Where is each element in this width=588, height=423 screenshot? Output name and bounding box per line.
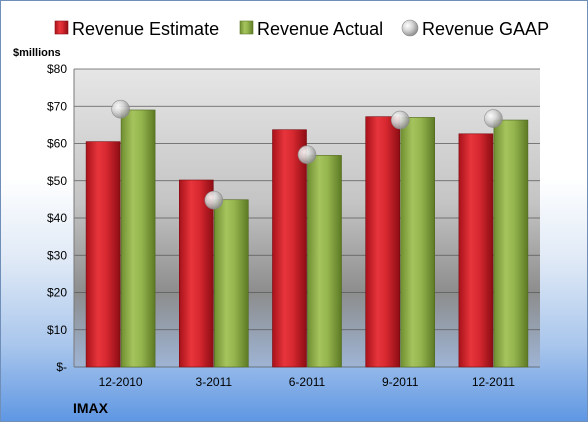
marker-gaap-12-2010 — [111, 99, 130, 119]
legend-item-gaap: Revenue GAAP — [401, 19, 549, 39]
bar-actual-3-2011 — [214, 199, 249, 368]
bar-actual-12-2010 — [120, 109, 156, 368]
marker-gaap-3-2011 — [204, 190, 224, 210]
legend-label-actual: Revenue Actual — [257, 19, 383, 39]
y-axis-tick-labels: $- $10 $20 $30 $40 $50 $60 $70 $80 — [47, 62, 67, 374]
legend-item-actual: Revenue Actual — [239, 19, 383, 39]
gaap-markers — [111, 99, 503, 210]
x-tick-label: 12-2010 — [99, 375, 143, 389]
bar-estimate-9-2011 — [365, 116, 401, 368]
y-tick-label: $20 — [47, 286, 67, 300]
x-tick-label: 6-2011 — [289, 375, 326, 389]
marker-gaap-9-2011 — [390, 110, 410, 130]
x-tick-label: 3-2011 — [196, 375, 233, 389]
x-axis-tick-labels: 12-2010 3-2011 6-2011 9-2011 12-2011 — [99, 375, 516, 389]
legend-marker-gaap — [401, 19, 419, 37]
y-tick-label: $70 — [47, 99, 67, 113]
bar-actual-12-2011 — [493, 119, 529, 368]
x-tick-label: 9-2011 — [382, 375, 419, 389]
marker-gaap-6-2011 — [297, 145, 317, 164]
legend-label-gaap: Revenue GAAP — [422, 19, 549, 39]
legend-swatch-actual — [239, 20, 254, 35]
y-tick-label: $10 — [47, 323, 67, 337]
bars — [85, 109, 529, 368]
bar-estimate-12-2010 — [85, 141, 121, 368]
bar-actual-6-2011 — [307, 155, 342, 368]
y-tick-label: $60 — [47, 137, 67, 151]
x-tick-label: 12-2011 — [472, 375, 515, 389]
y-axis-unit-label: $millions — [13, 47, 61, 59]
y-tick-label: $30 — [47, 248, 67, 262]
bar-estimate-3-2011 — [179, 179, 214, 368]
marker-gaap-12-2011 — [484, 109, 503, 128]
bar-estimate-6-2011 — [272, 129, 307, 368]
y-tick-label: $50 — [47, 174, 67, 188]
y-tick-label: $40 — [47, 211, 67, 225]
legend-swatch-estimate — [54, 20, 69, 35]
y-tick-label: $80 — [47, 62, 67, 76]
bar-actual-9-2011 — [400, 117, 436, 368]
company-label: IMAX — [73, 400, 109, 416]
legend-label-estimate: Revenue Estimate — [72, 19, 219, 39]
legend: Revenue Estimate Revenue Actual Revenue … — [54, 19, 549, 39]
bar-estimate-12-2011 — [458, 133, 494, 368]
legend-item-estimate: Revenue Estimate — [54, 19, 219, 39]
y-tick-label: $- — [56, 360, 67, 374]
